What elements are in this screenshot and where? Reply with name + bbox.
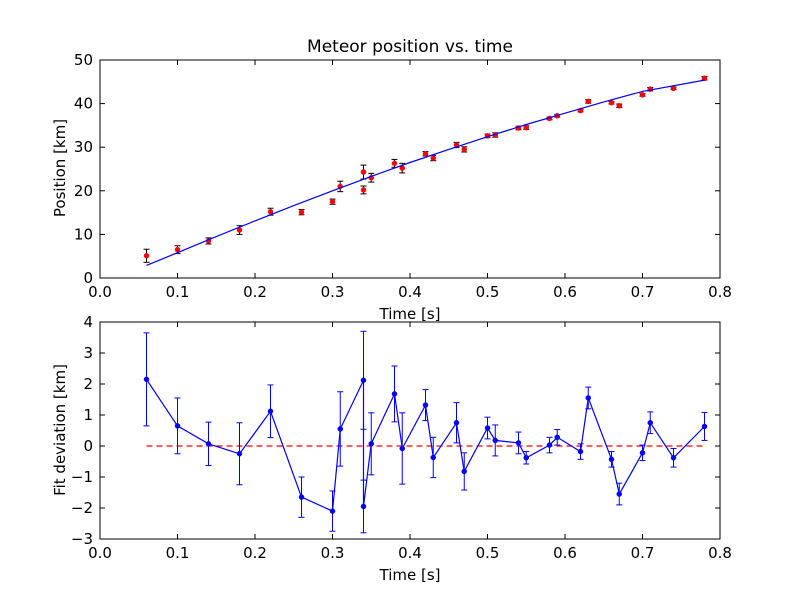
data-point	[360, 377, 367, 384]
data-point	[616, 491, 622, 497]
data-point	[701, 423, 708, 430]
x-tick-label: 0.1	[166, 544, 190, 562]
data-point	[329, 198, 336, 205]
data-point	[391, 391, 398, 397]
data-point	[298, 494, 305, 500]
y-tick-label: 0	[83, 437, 93, 455]
x-tick-label: 0.4	[398, 283, 422, 301]
y-tick-label: 1	[83, 406, 93, 424]
data-point	[670, 455, 677, 461]
x-tick-label: 0.7	[631, 544, 655, 562]
data-point	[360, 187, 367, 193]
data-point	[461, 146, 467, 153]
y-axis-label: Position [km]	[51, 119, 69, 217]
deviation-plot-area: 0.0 0.1 0.2 0.3 0.4 0.5 0.6 0.7 0.8 −3 −2 −1 0 1 2 3 4	[71, 313, 732, 562]
data-point	[329, 508, 336, 514]
data-point	[430, 155, 436, 161]
x-tick-label: 0.0	[88, 283, 112, 301]
data-point	[174, 423, 181, 429]
data-point	[577, 448, 584, 455]
x-tick-label: 0.4	[398, 544, 422, 562]
data-point	[608, 456, 615, 463]
data-point	[399, 445, 405, 452]
x-tick-label: 0.6	[553, 544, 577, 562]
data-point	[616, 103, 622, 109]
data-point	[461, 468, 467, 475]
y-tick-label: −1	[71, 468, 93, 486]
x-axis-label: Time [s]	[379, 305, 441, 323]
data-point	[391, 160, 398, 167]
data-point	[701, 75, 708, 82]
y-tick-label: −2	[71, 499, 93, 517]
data-point	[360, 169, 367, 175]
y-axis-label: Fit deviation [km]	[51, 364, 69, 496]
chart-title: Meteor position vs. time	[307, 37, 513, 57]
data-point	[143, 376, 150, 383]
data-point	[546, 442, 553, 448]
data-point	[143, 253, 150, 259]
data-point	[647, 420, 653, 426]
axes-frame	[99, 321, 721, 540]
deviation-panel: Time [s] Fit deviation [km] 0.0 0.1 0.2 0.3…	[51, 313, 732, 584]
x-tick-label: 0.8	[708, 283, 732, 301]
data-point	[554, 434, 560, 441]
x-tick-label: 0.5	[476, 283, 500, 301]
data-point	[267, 408, 274, 415]
data-point	[236, 451, 243, 457]
data-point	[639, 450, 646, 456]
data-point	[422, 402, 429, 408]
y-tick-label: −3	[71, 530, 93, 548]
x-tick-label: 0.1	[166, 283, 190, 301]
position-panel: Meteor position vs. time Time [s] Positi…	[51, 37, 732, 323]
x-tick-label: 0.7	[631, 283, 655, 301]
y-tick-label: 2	[83, 375, 93, 393]
axes-frame	[99, 59, 721, 279]
data-point	[523, 455, 529, 461]
y-tick-label: 30	[74, 138, 93, 156]
data-point	[492, 437, 498, 444]
data-point	[360, 503, 367, 510]
fit-line	[146, 79, 705, 266]
y-tick-label: 3	[83, 344, 93, 362]
data-point	[298, 209, 305, 215]
data-point	[608, 99, 615, 106]
x-tick-label: 0.3	[321, 544, 345, 562]
y-tick-label: 40	[74, 95, 93, 113]
data-point	[585, 98, 591, 105]
y-tick-label: 4	[83, 313, 93, 331]
y-tick-label: 0	[83, 269, 93, 287]
data-point	[205, 441, 212, 447]
x-tick-label: 0.3	[321, 283, 345, 301]
position-plot-area: 0.0 0.1 0.2 0.3 0.4 0.5 0.6 0.7 0.8 0 10 20 30 40 50	[74, 51, 732, 301]
y-tick-label: 20	[74, 182, 93, 200]
x-tick-label: 0.0	[88, 544, 112, 562]
data-point	[422, 150, 429, 157]
x-tick-label: 0.5	[476, 544, 500, 562]
data-point	[484, 425, 491, 431]
x-tick-label: 0.8	[708, 544, 732, 562]
data-point	[639, 92, 646, 98]
x-tick-label: 0.2	[243, 283, 267, 301]
x-tick-label: 0.6	[553, 283, 577, 301]
data-point	[453, 420, 460, 426]
x-tick-label: 0.2	[243, 544, 267, 562]
y-tick-label: 50	[74, 51, 93, 69]
data-point	[515, 440, 522, 446]
data-point	[430, 454, 436, 461]
data-point	[585, 395, 591, 401]
x-axis-label: Time [s]	[379, 566, 441, 584]
data-point	[337, 426, 343, 432]
data-point	[523, 124, 529, 131]
data-point	[368, 441, 374, 447]
y-tick-label: 10	[74, 225, 93, 243]
